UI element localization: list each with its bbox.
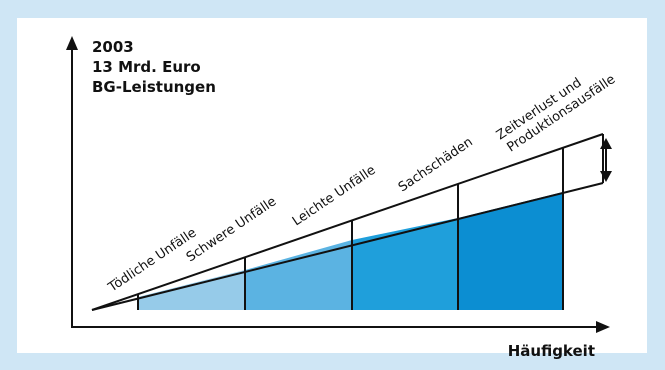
header-benefits: BG-Leistungen xyxy=(92,78,216,96)
segment-fill-serious-accidents xyxy=(138,270,245,310)
segment-label-property-damage: Sachschäden xyxy=(396,135,476,196)
upper-wedge-line xyxy=(91,133,604,311)
lower-wedge-line xyxy=(91,182,604,311)
y-axis-arrowhead xyxy=(66,36,78,50)
segment-fill-light-accidents xyxy=(245,240,352,310)
segment-fill-production-loss xyxy=(458,192,563,310)
x-axis-arrowhead xyxy=(596,321,610,333)
header-year: 2003 xyxy=(92,38,134,56)
header-amount: 13 Mrd. Euro xyxy=(92,58,201,76)
segment-fill-property-damage xyxy=(352,218,458,310)
segment-label-serious-accidents: Schwere Unfälle xyxy=(184,194,279,265)
difference-arrow-head-top xyxy=(600,138,612,149)
segment-label-light-accidents: Leichte Unfälle xyxy=(290,163,379,230)
difference-arrow-head-bottom xyxy=(600,171,612,182)
x-axis-label: Häufigkeit xyxy=(508,342,595,360)
